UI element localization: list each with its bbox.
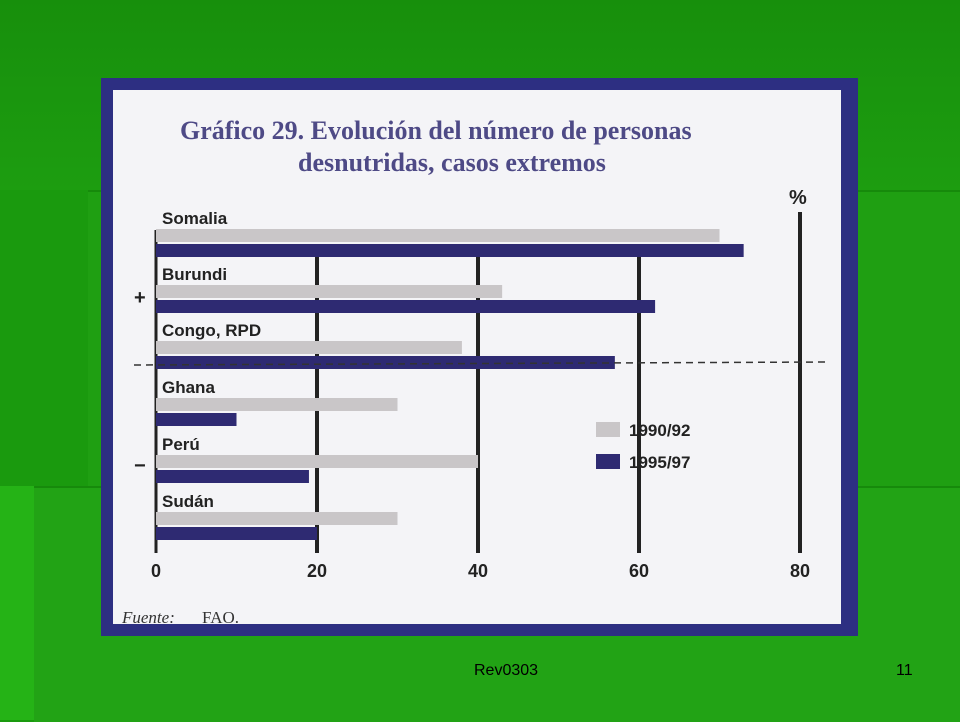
bar-1990-92 [156, 229, 720, 242]
chart-title-line-2: desnutridas, casos extremos [298, 148, 606, 177]
chart-title-line-1: Gráfico 29. Evolución del número de pers… [180, 116, 692, 145]
bar-1990-92 [156, 512, 398, 525]
slide-footer-label: Rev0303 [474, 662, 539, 679]
x-tick-label-40: 40 [468, 561, 488, 581]
x-tick-label-80: 80 [790, 561, 810, 581]
unit-label: % [789, 187, 807, 209]
background-left-strip [0, 486, 34, 720]
category-label: Burundi [162, 265, 227, 284]
source-prefix: Fuente: [121, 608, 175, 627]
source-value: FAO. [202, 608, 239, 627]
bar-1995-97 [156, 527, 317, 540]
category-label: Sudán [162, 492, 214, 511]
bar-1995-97 [156, 413, 237, 426]
x-tick-label-60: 60 [629, 561, 649, 581]
category-label: Perú [162, 435, 200, 454]
legend-swatch [596, 422, 620, 437]
category-label: Congo, RPD [162, 321, 261, 340]
group-divider [133, 361, 829, 366]
category-label: Somalia [162, 209, 228, 228]
bar-1995-97 [156, 300, 656, 313]
bar-1990-92 [156, 398, 398, 411]
legend-swatch [596, 454, 620, 469]
bar-1990-92 [156, 455, 478, 468]
x-tick-label-0: 0 [151, 561, 161, 581]
bar-1990-92 [156, 341, 462, 354]
category-label: Ghana [162, 378, 215, 397]
group-mark-plus: + [134, 287, 146, 309]
legend-label: 1995/97 [629, 453, 690, 472]
group-mark-minus: − [134, 455, 146, 477]
slide-number: 11 [896, 662, 913, 679]
bar-1990-92 [156, 285, 503, 298]
x-tick-label-20: 20 [307, 561, 327, 581]
bar-1995-97 [156, 244, 744, 257]
bar-1995-97 [156, 470, 309, 483]
legend-label: 1990/92 [629, 421, 690, 440]
bar-1995-97 [156, 356, 615, 369]
